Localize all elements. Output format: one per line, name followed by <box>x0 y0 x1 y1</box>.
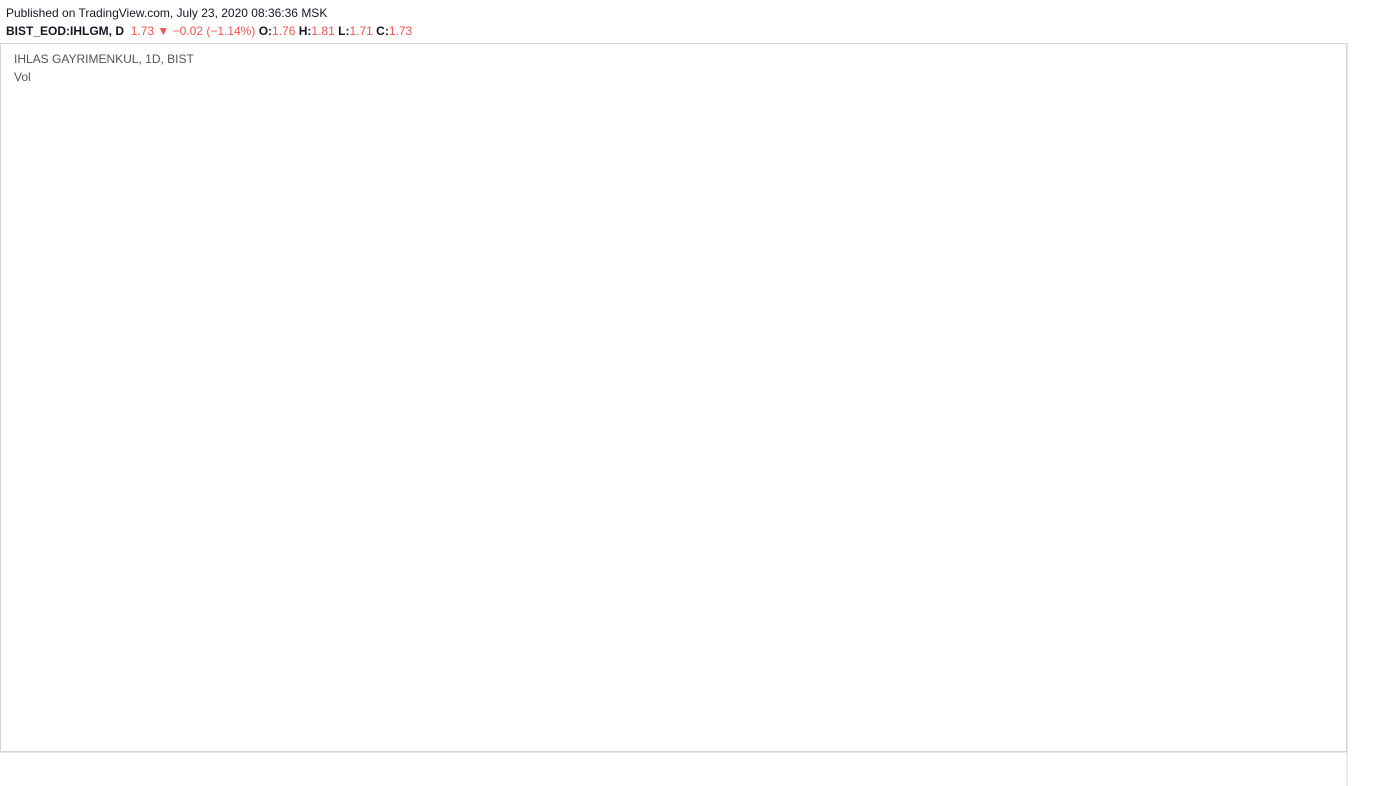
c-label: C: <box>376 24 389 38</box>
header: Published on TradingView.com, July 23, 2… <box>6 4 412 40</box>
symbol: BIST_EOD:IHLGM, D <box>6 24 125 38</box>
symbol-line: BIST_EOD:IHLGM, D 1.73 ▼ −0.02 (−1.14%) … <box>6 22 412 40</box>
o-label: O: <box>258 24 273 38</box>
pane-title: IHLAS GAYRIMENKUL, 1D, BIST <box>14 52 194 66</box>
h-value: 1.81 <box>311 24 335 38</box>
down-arrow: ▼ <box>157 24 170 38</box>
o-value: 1.76 <box>272 24 296 38</box>
l-value: 1.71 <box>349 24 373 38</box>
c-value: 1.73 <box>388 24 413 38</box>
volume-label: Vol <box>14 70 31 84</box>
price: 1.73 <box>130 24 155 38</box>
change: −0.02 (−1.14%) <box>172 24 256 38</box>
l-label: L: <box>338 24 350 38</box>
h-label: H: <box>298 24 312 38</box>
pane-frame <box>0 43 1347 752</box>
published: Published on TradingView.com, July 23, 2… <box>6 6 328 20</box>
